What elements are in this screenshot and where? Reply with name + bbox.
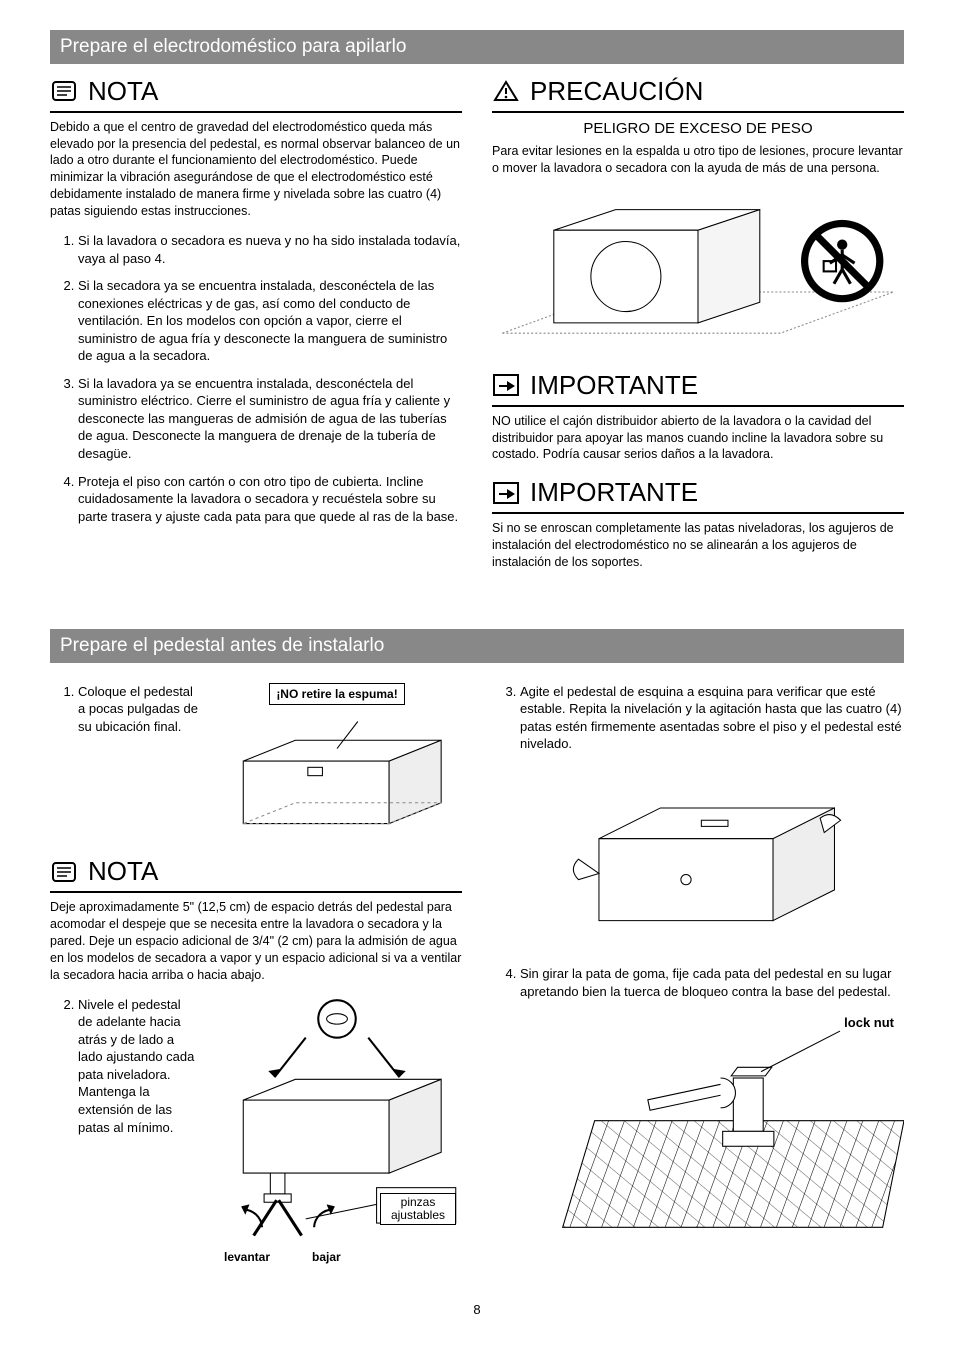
precaucion-title: PRECAUCIÓN <box>530 74 703 109</box>
note-icon <box>50 860 78 884</box>
step-b-1: Coloque el pedestal a pocas pulgadas de … <box>78 683 198 736</box>
importante2-title: IMPORTANTE <box>530 475 698 510</box>
precaucion-body: Para evitar lesiones en la espalda u otr… <box>492 143 904 177</box>
step-a-1: Si la lavadora o secadora es nueva y no … <box>78 232 462 267</box>
step-a-2: Si la secadora ya se encuentra instalada… <box>78 277 462 365</box>
col-left-1: NOTA Debido a que el centro de gravedad … <box>50 74 462 583</box>
nota2-title: NOTA <box>88 854 158 889</box>
step-b-3-text: Agite el pedestal de esquina a esquina p… <box>520 684 902 752</box>
locknut-label: lock nut <box>844 1014 894 1032</box>
nota2-body: Deje aproximadamente 5" (12,5 cm) de esp… <box>50 899 462 983</box>
step-b-4: Sin girar la pata de goma, fije cada pat… <box>520 965 904 1238</box>
step-b-2-wrap: Nivele el pedestal de adelante hacia atr… <box>78 996 462 1267</box>
importante2-header: IMPORTANTE <box>492 475 904 514</box>
section1-columns: NOTA Debido a que el centro de gravedad … <box>50 74 904 583</box>
importante1-header: IMPORTANTE <box>492 368 904 407</box>
pedestal-rock-svg <box>558 767 865 951</box>
col-right-1: PRECAUCIÓN PELIGRO DE EXCESO DE PESO Par… <box>492 74 904 583</box>
step-a-4: Proteja el piso con cartón o con otro ti… <box>78 473 462 526</box>
section-header-1: Prepare el electrodoméstico para apilarl… <box>50 30 904 64</box>
precaucion-header: PRECAUCIÓN <box>492 74 904 113</box>
pedestal-box-svg <box>212 709 462 844</box>
pliers-label: pinzas ajustables <box>380 1193 456 1225</box>
lower-label: bajar <box>312 1249 341 1265</box>
pedestal-level-svg <box>212 996 462 1267</box>
nota1-body: Debido a que el centro de gravedad del e… <box>50 119 462 220</box>
section-header-2: Prepare el pedestal antes de instalarlo <box>50 629 904 663</box>
arrow-icon <box>492 373 520 397</box>
importante1-title: IMPORTANTE <box>530 368 698 403</box>
steps-a-list: Si la lavadora o secadora es nueva y no … <box>50 232 462 525</box>
importante2-body: Si no se enroscan completamente las pata… <box>492 520 904 571</box>
step-b-3: Agite el pedestal de esquina a esquina p… <box>520 683 904 952</box>
nota1-header: NOTA <box>50 74 462 113</box>
col-right-2: Agite el pedestal de esquina a esquina p… <box>492 673 904 1277</box>
steps-b-left: Coloque el pedestal a pocas pulgadas de … <box>50 683 462 845</box>
steps-b-left-2: Nivele el pedestal de adelante hacia atr… <box>50 996 462 1267</box>
step-b-1-wrap: Coloque el pedestal a pocas pulgadas de … <box>78 683 462 845</box>
col-left-2: Coloque el pedestal a pocas pulgadas de … <box>50 673 462 1277</box>
warning-icon <box>492 79 520 103</box>
section2-columns: Coloque el pedestal a pocas pulgadas de … <box>50 673 904 1277</box>
appliance-lift-svg <box>492 189 904 354</box>
arrow-icon <box>492 481 520 505</box>
foam-label: ¡NO retire la espuma! <box>269 683 404 705</box>
importante1-body: NO utilice el cajón distribuidor abierto… <box>492 413 904 464</box>
nota2-header: NOTA <box>50 854 462 893</box>
nota1-title: NOTA <box>88 74 158 109</box>
page-number: 8 <box>50 1301 904 1319</box>
raise-label: levantar <box>224 1249 270 1265</box>
steps-b-right: Agite el pedestal de esquina a esquina p… <box>492 683 904 1239</box>
locknut-svg <box>520 1014 904 1238</box>
step-b-4-text: Sin girar la pata de goma, fije cada pat… <box>520 966 891 999</box>
precaucion-subtitle: PELIGRO DE EXCESO DE PESO <box>492 119 904 139</box>
step-b-2: Nivele el pedestal de adelante hacia atr… <box>78 996 198 1136</box>
figure-appliance-lift <box>492 189 904 354</box>
step-a-3: Si la lavadora ya se encuentra instalada… <box>78 375 462 463</box>
note-icon <box>50 79 78 103</box>
